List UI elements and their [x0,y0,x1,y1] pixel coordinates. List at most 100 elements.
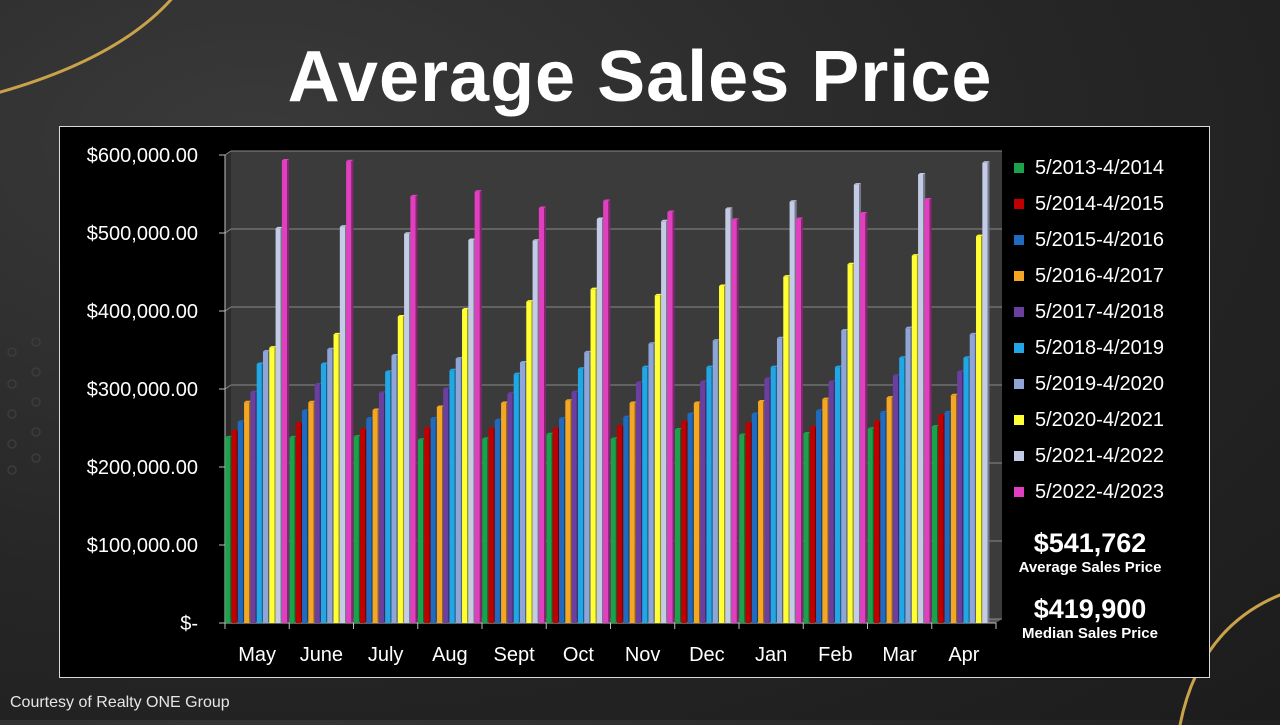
bar-front [731,219,737,624]
bar-top [783,275,791,277]
bar-top [250,390,258,393]
bar-top [809,425,817,428]
bar-may-series-10 [281,158,290,623]
bar-top [816,409,824,411]
bar-top [327,347,335,350]
bar-oct-series-8 [590,287,598,623]
average-price-value: $541,762 [1033,528,1147,558]
bar-front [938,415,944,623]
bar-top [905,326,913,329]
bar-side [351,159,354,624]
bar-july-series-5 [378,391,387,623]
bar-feb-series-10 [860,212,868,623]
bar-top [577,367,586,369]
bar-oct-series-2 [552,427,560,623]
bar-nov-series-9 [661,219,669,624]
bar-front [950,395,957,623]
bar-front [244,402,250,623]
bar-aug-series-10 [474,190,482,623]
bar-top [353,435,361,437]
legend-swatch [1014,379,1024,389]
bar-side [929,197,932,623]
bar-nov-series-2 [616,424,625,623]
legend-swatch [1014,307,1024,317]
bar-front [590,289,596,623]
bar-apr-series-7 [969,332,977,623]
bar-front [468,240,474,623]
legend-swatch [1014,343,1024,353]
bar-top [404,232,412,234]
bar-top [244,400,252,403]
bar-front [417,439,424,623]
bar-top [262,350,271,352]
bar-june-series-3 [302,409,310,623]
bar-front [488,428,494,623]
bar-front [725,208,731,623]
bar-front [565,400,571,623]
legend-swatch [1014,235,1024,245]
bar-june-series-6 [320,362,329,623]
bar-side [987,161,990,624]
bar-front [353,436,359,623]
bar-top [667,210,675,212]
bar-top [482,437,490,439]
bar-top [333,332,341,335]
bar-front [809,427,815,623]
bar-front [681,421,687,623]
bar-top [231,429,239,432]
bar-top [532,239,540,241]
bar-top [256,362,264,365]
bar-front [924,199,930,623]
bar-top [963,356,971,358]
bar-front [899,357,905,623]
bar-may-series-3 [237,420,245,623]
bar-front [366,418,372,623]
bar-front [847,264,853,623]
bar-nov-series-6 [642,365,650,623]
bar-top [828,380,836,382]
bar-may-series-2 [231,429,239,623]
legend-swatch [1014,415,1024,425]
legend-swatch [1014,199,1024,209]
bar-sept-series-1 [482,437,490,623]
bar-jan-series-1 [739,433,747,623]
median-price-label: Median Sales Price [1022,625,1158,642]
bar-top [359,428,368,430]
bar-front [853,184,860,623]
bar-apr-series-8 [976,234,984,623]
bar-july-series-2 [359,428,368,623]
bar-feb-series-8 [847,262,855,623]
bar-front [359,429,366,623]
bar-feb-series-3 [816,409,824,623]
bar-front [841,330,847,623]
bar-sept-series-10 [538,206,547,624]
bar-mar-series-5 [892,374,901,623]
bar-may-series-5 [250,390,258,623]
bar-aug-series-7 [455,357,463,623]
bar-front [828,381,834,623]
bar-nov-series-7 [648,342,656,623]
bar-front [302,410,308,623]
bar-front [957,371,963,623]
bar-nov-series-1 [610,437,618,623]
bar-top [616,424,625,427]
bar-top [712,339,720,341]
legend-item: 5/2020-4/2021 [1014,402,1204,438]
bar-dec-series-7 [712,339,720,623]
bar-front [571,392,577,623]
bar-side [287,158,290,623]
bar-side [865,212,868,623]
bar-top [501,401,509,404]
bar-oct-series-1 [546,432,554,623]
bar-feb-series-2 [809,425,817,623]
bar-top [944,410,952,413]
bar-front [519,362,526,623]
legend-item: 5/2022-4/2023 [1014,474,1204,510]
bar-front [886,397,892,623]
bar-sept-series-6 [513,372,521,623]
bar-jan-series-6 [770,365,778,623]
bar-top [642,365,650,368]
bar-sept-series-4 [501,401,509,623]
bar-top [552,427,560,429]
bar-oct-series-6 [577,367,586,623]
